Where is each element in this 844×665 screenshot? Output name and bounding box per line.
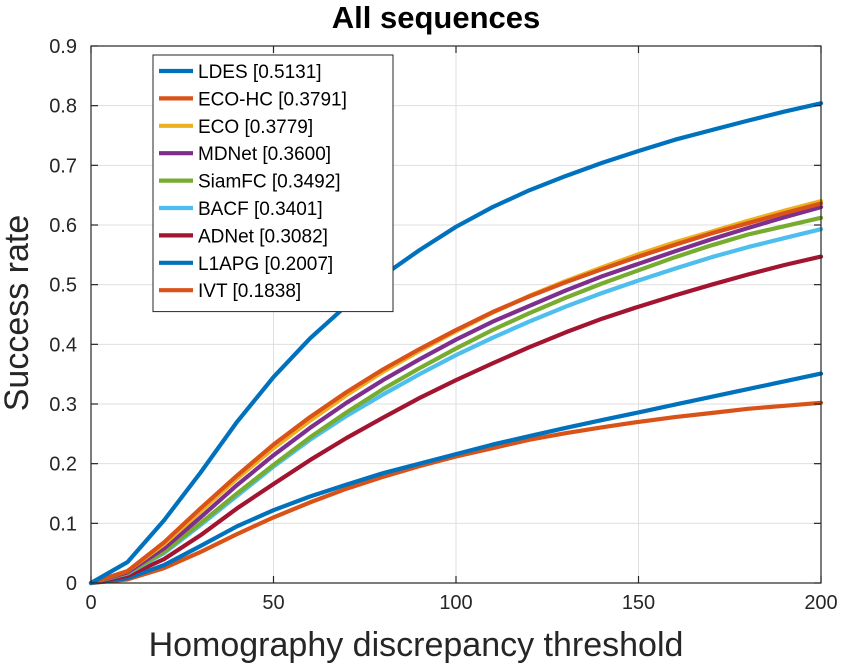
series-line-siamfc (88, 215, 824, 586)
x-tick-label: 200 (804, 592, 837, 614)
series-line-adnet (88, 254, 824, 586)
axis-ticks: 0 50 100 150 200 0 0.1 0.2 0.3 0.4 0.5 0.6 0.7 0.8 0.9 (49, 36, 838, 614)
x-tick-label: 50 (262, 592, 284, 614)
legend: LDES [0.5131] ECO-HC [0.3791] ECO [0.3779]… (152, 54, 394, 313)
legend-label-eco: ECO [0.3779] (198, 117, 313, 138)
legend-label-bacf: BACF [0.3401] (198, 199, 323, 220)
y-tick-label: 0.4 (49, 334, 77, 356)
y-tick-label: 0.3 (49, 394, 77, 416)
y-tick-label: 0.2 (49, 454, 77, 476)
series-line-eco-hc (88, 201, 824, 586)
legend-label-eco-hc: ECO-HC [0.3791] (198, 89, 347, 110)
x-tick-label: 150 (622, 592, 655, 614)
legend-label-mdnet: MDNet [0.3600] (198, 144, 331, 165)
series-line-mdnet (88, 205, 824, 586)
y-tick-label: 0.9 (49, 36, 77, 58)
y-tick-label: 0 (66, 573, 77, 595)
y-tick-label: 0.5 (49, 275, 77, 297)
series-lines (88, 101, 824, 586)
y-tick-label: 0.7 (49, 155, 77, 177)
y-tick-label: 0.1 (49, 513, 77, 535)
legend-label-siamfc: SiamFC [0.3492] (198, 172, 341, 193)
chart-title: All sequences (332, 0, 540, 35)
legend-label-ivt: IVT [0.1838] (198, 281, 301, 302)
legend-label-adnet: ADNet [0.3082] (198, 226, 328, 247)
x-tick-label: 100 (439, 592, 472, 614)
series-line-ldes (88, 101, 824, 586)
series-line-ivt (88, 400, 824, 586)
y-axis-title: Success rate (0, 215, 36, 412)
series-line-l1apg (88, 371, 824, 586)
y-tick-label: 0.6 (49, 215, 77, 237)
y-tick-label: 0.8 (49, 96, 77, 118)
legend-label-l1apg: L1APG [0.2007] (198, 254, 333, 275)
x-tick-label: 0 (85, 592, 96, 614)
x-axis-title: Homography discrepancy threshold (149, 626, 684, 664)
legend-label-ldes: LDES [0.5131] (198, 62, 322, 83)
